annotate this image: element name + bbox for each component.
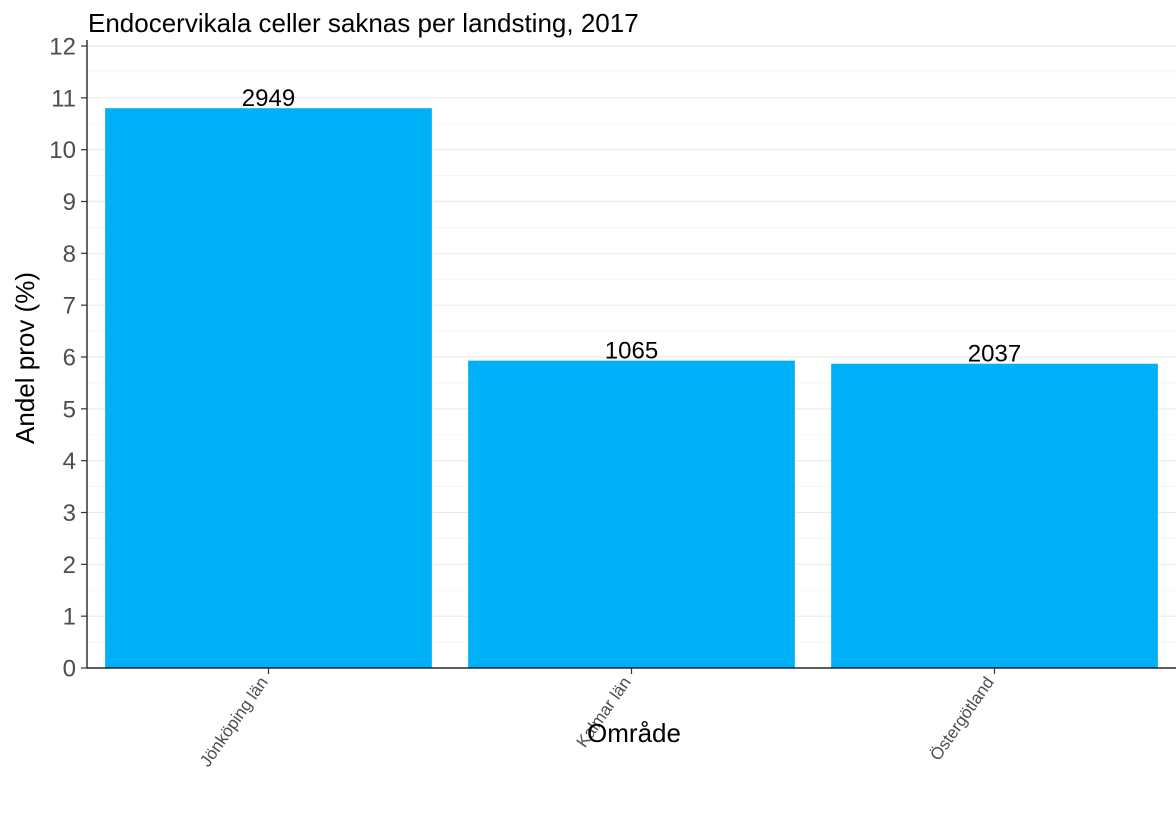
y-tick-label: 12 — [49, 34, 76, 61]
bar-value-label: 2037 — [968, 341, 1021, 368]
y-tick-label: 3 — [63, 500, 76, 527]
y-tick-label: 9 — [63, 189, 76, 216]
y-tick-label: 2 — [63, 552, 76, 579]
bar — [831, 363, 1158, 668]
y-axis-title: Andel prov (%) — [10, 272, 40, 444]
bar-labels: 2949 1065 2037 — [242, 85, 1021, 368]
y-tick-label: 4 — [63, 448, 76, 475]
bar-value-label: 2949 — [242, 85, 295, 112]
x-tick-label: Östergötland — [926, 673, 997, 764]
bar — [468, 360, 795, 668]
y-tick-label: 11 — [51, 85, 76, 112]
y-tick-label: 0 — [63, 656, 76, 683]
y-tick-label: 5 — [63, 396, 76, 423]
y-tick-label: 6 — [63, 345, 76, 372]
bar — [105, 108, 432, 668]
bar-value-label: 1065 — [605, 338, 658, 365]
y-tick-label: 10 — [49, 137, 76, 164]
y-tick-label: 7 — [63, 293, 76, 320]
bars — [105, 108, 1158, 668]
y-tick-label: 1 — [63, 604, 76, 631]
x-axis-title: Område — [587, 718, 681, 748]
x-tick-label: Jönköping län — [196, 673, 272, 770]
y-tick-label: 8 — [63, 241, 76, 268]
chart-title: Endocervikala celler saknas per landstin… — [88, 8, 639, 38]
